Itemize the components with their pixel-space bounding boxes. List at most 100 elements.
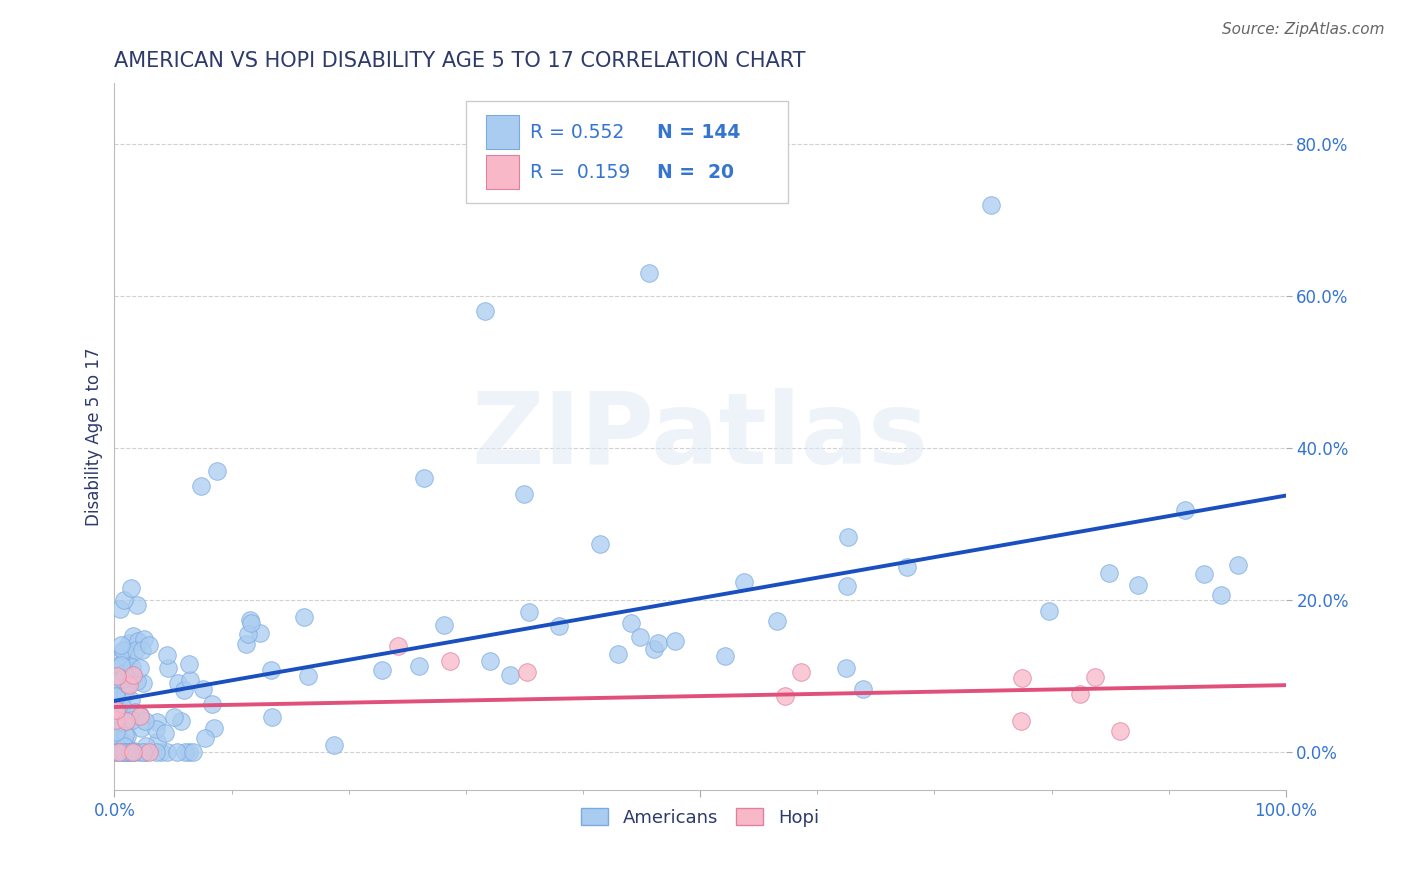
Point [896, 560, 918, 574]
Point [766, 614, 789, 628]
Point [145, 735, 167, 749]
Point [1098, 566, 1121, 580]
Point [1209, 588, 1232, 602]
Point [117, 745, 139, 759]
Point [114, 687, 136, 701]
Point [105, 713, 128, 727]
Point [112, 665, 135, 680]
Point [124, 670, 146, 684]
Point [112, 739, 135, 753]
Point [156, 745, 179, 759]
Point [112, 593, 135, 607]
Point [157, 661, 180, 675]
Point [135, 745, 157, 759]
Point [262, 709, 284, 723]
Point [297, 669, 319, 683]
Point [834, 661, 856, 675]
Point [110, 660, 132, 674]
Point [980, 198, 1002, 212]
Point [114, 728, 136, 742]
Point [117, 677, 139, 691]
Point [122, 668, 145, 682]
Point [260, 663, 283, 677]
Point [628, 630, 651, 644]
Point [127, 633, 149, 648]
Point [713, 649, 735, 664]
Point [1011, 671, 1033, 685]
Point [433, 618, 456, 632]
Point [138, 638, 160, 652]
Point [107, 730, 129, 744]
Point [773, 689, 796, 703]
Point [107, 715, 129, 730]
Point [105, 706, 128, 720]
Point [292, 610, 315, 624]
Point [179, 673, 201, 688]
Point [115, 677, 138, 691]
Point [108, 745, 131, 759]
Point [474, 304, 496, 318]
Point [371, 663, 394, 677]
Point [239, 615, 262, 630]
Legend: Americans, Hopi: Americans, Hopi [574, 801, 827, 834]
Point [114, 714, 136, 728]
Point [1010, 714, 1032, 728]
Point [177, 657, 200, 671]
Text: Source: ZipAtlas.com: Source: ZipAtlas.com [1222, 22, 1385, 37]
Point [173, 682, 195, 697]
Point [134, 714, 156, 729]
Point [548, 619, 571, 633]
Point [620, 615, 643, 630]
Point [191, 682, 214, 697]
Point [145, 715, 167, 730]
Point [516, 665, 538, 679]
Point [114, 745, 136, 759]
Text: AMERICAN VS HOPI DISABILITY AGE 5 TO 17 CORRELATION CHART: AMERICAN VS HOPI DISABILITY AGE 5 TO 17 … [114, 51, 806, 70]
Point [162, 709, 184, 723]
Point [118, 636, 141, 650]
Point [479, 654, 502, 668]
Point [205, 464, 228, 478]
Point [105, 669, 128, 683]
Point [122, 745, 145, 759]
Bar [486, 155, 519, 189]
Point [104, 745, 127, 759]
Point [105, 725, 128, 739]
Point [201, 698, 224, 712]
Point [125, 673, 148, 688]
Point [322, 739, 344, 753]
Point [190, 479, 212, 493]
Point [837, 579, 859, 593]
Point [249, 626, 271, 640]
Point [235, 637, 257, 651]
Point [107, 673, 129, 687]
Point [117, 745, 139, 759]
Point [789, 665, 811, 679]
Point [412, 471, 434, 485]
Point [104, 693, 127, 707]
Point [120, 693, 142, 707]
Point [638, 266, 661, 280]
Point [439, 654, 461, 668]
Point [117, 729, 139, 743]
Text: N = 144: N = 144 [657, 122, 740, 142]
Point [150, 745, 173, 759]
Point [1194, 567, 1216, 582]
Point [111, 745, 134, 759]
Point [114, 745, 136, 759]
Point [122, 629, 145, 643]
Point [114, 736, 136, 750]
FancyBboxPatch shape [465, 101, 787, 203]
Point [121, 660, 143, 674]
Point [145, 745, 167, 759]
Point [104, 703, 127, 717]
Point [1174, 503, 1197, 517]
Point [135, 739, 157, 753]
Point [110, 735, 132, 749]
Point [132, 745, 155, 759]
Point [236, 627, 259, 641]
Point [104, 698, 127, 713]
Point [177, 745, 200, 759]
Point [837, 530, 859, 544]
Text: ZIPatlas: ZIPatlas [472, 388, 928, 485]
